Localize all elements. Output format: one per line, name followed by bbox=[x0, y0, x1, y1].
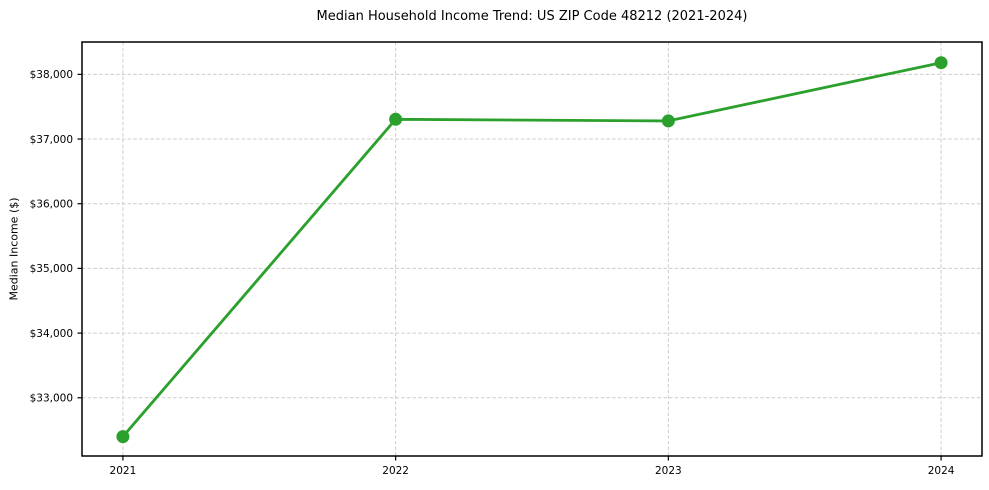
x-tick-label: 2024 bbox=[928, 465, 955, 477]
x-tick-label: 2021 bbox=[110, 465, 137, 477]
x-tick-label: 2022 bbox=[382, 465, 409, 477]
y-tick-label: $33,000 bbox=[30, 393, 73, 405]
data-point-2022 bbox=[389, 112, 403, 126]
x-tick-label: 2023 bbox=[655, 465, 682, 477]
y-tick-label: $38,000 bbox=[30, 69, 73, 81]
data-point-2021 bbox=[116, 430, 130, 444]
data-point-2024 bbox=[934, 56, 948, 70]
chart-title: Median Household Income Trend: US ZIP Co… bbox=[316, 9, 748, 24]
y-tick-label: $35,000 bbox=[30, 263, 73, 275]
y-tick-label: $36,000 bbox=[30, 199, 73, 211]
plot-border bbox=[81, 41, 983, 457]
y-tick-label: $37,000 bbox=[30, 134, 73, 146]
data-point-2023 bbox=[661, 114, 675, 128]
y-tick-label: $34,000 bbox=[30, 328, 73, 340]
trend-line bbox=[121, 61, 943, 438]
